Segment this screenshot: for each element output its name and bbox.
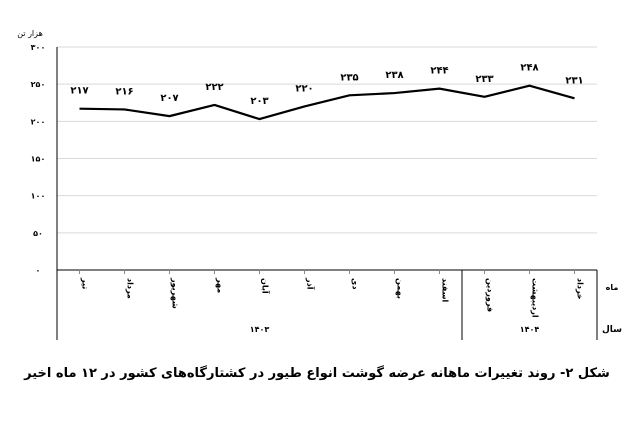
x-tick-label: آبان [261,278,271,294]
y-tick-label: ۲۰۰ [31,117,46,126]
y-tick-label: ۲۵۰ [31,80,46,89]
data-label: ۲۳۸ [385,70,403,81]
x-tick-label: بهمن [396,278,405,299]
series-line [79,84,575,121]
figure-caption: شکل ۲- روند تغییرات ماهانه عرضه گوشت انو… [24,366,610,381]
year-axis-label: سال [602,325,622,335]
data-label: ۲۰۳ [250,96,268,107]
data-label: ۲۱۶ [115,86,133,97]
data-label: ۲۴۴ [430,66,448,77]
y-tick-label: ۰ [36,266,41,275]
x-tick-label: مرداد [126,278,135,299]
x-tick-label: فروردین [486,278,495,312]
x-tick-label: آذر [306,277,316,290]
year-label: ۱۴۰۴ [520,325,540,334]
y-tick-label: ۱۰۰ [31,192,46,201]
x-tick-label: مهر [216,277,225,293]
x-tick-label: شهریور [171,277,180,309]
x-tick-label: تیر [81,277,90,289]
y-tick-label: ۱۵۰ [31,155,46,164]
data-label: ۲۲۰ [295,83,313,94]
data-label: ۲۲۲ [205,82,223,93]
x-tick-label: اسفند [441,278,450,303]
data-label: ۲۳۳ [475,74,493,85]
line-chart: هزار تن ۰ ۵۰ ۱۰۰ ۱۵۰ ۲۰۰ ۲۵۰ ۳۰۰ تیر مرداد شهریور م… [17,29,622,340]
x-tick-label: اردیبهشت [531,278,540,318]
x-tick-label: خرداد [576,278,585,300]
data-label: ۲۳۵ [340,72,358,83]
month-axis-label: ماه [606,283,619,292]
data-label: ۲۴۸ [520,63,538,74]
data-label: ۲۱۷ [70,86,88,97]
y-tick-label: ۵۰ [33,229,43,238]
year-label: ۱۴۰۳ [250,325,270,334]
x-tick-label: دی [351,278,360,289]
data-label: ۲۰۷ [160,93,178,104]
data-label: ۲۳۱ [565,75,583,86]
y-axis-label: هزار تن [17,29,43,38]
y-tick-label: ۳۰۰ [31,43,46,52]
